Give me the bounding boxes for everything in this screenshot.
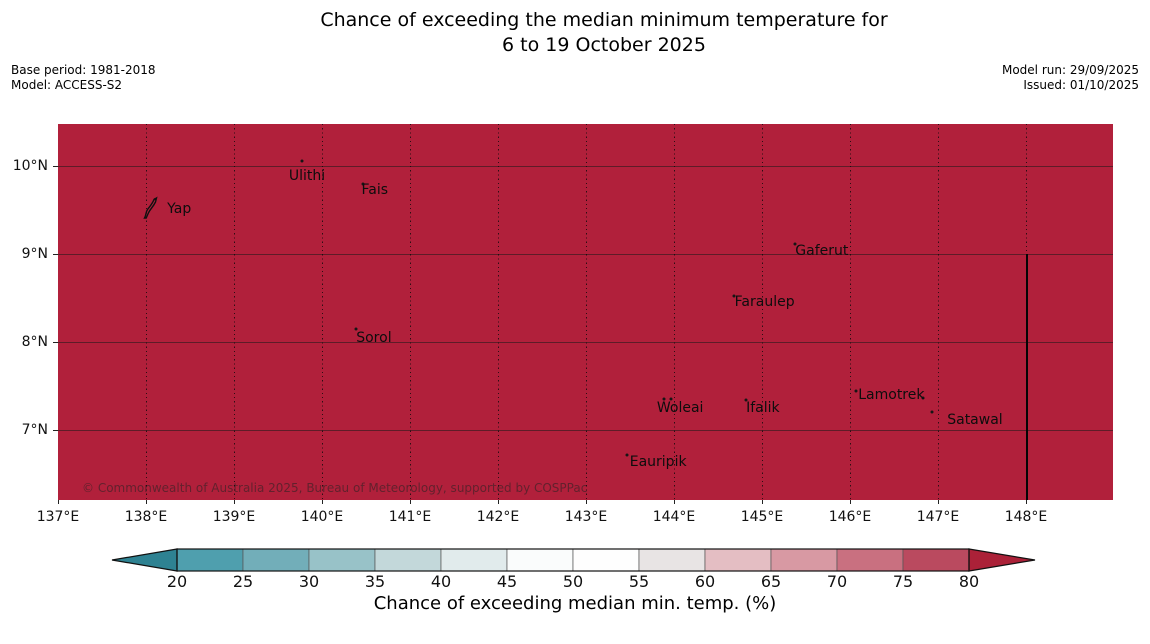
island-label: Faraulep <box>734 294 795 311</box>
title-line1: Chance of exceeding the median minimum t… <box>320 9 888 31</box>
island-marker-dot <box>354 327 358 331</box>
y-tick-label: 8°N <box>21 333 48 350</box>
lon-gridline <box>938 124 939 500</box>
x-tick-label: 144°E <box>652 509 696 525</box>
colorbar-tick-label: 65 <box>760 572 782 591</box>
x-tick-label: 141°E <box>388 509 432 525</box>
x-tick-mark <box>762 500 763 504</box>
x-tick-label: 137°E <box>36 509 80 525</box>
lon-gridline <box>762 124 763 500</box>
island-marker-dot <box>625 453 629 457</box>
island-label: Ifalik <box>746 399 780 416</box>
island-marker-dot <box>744 398 748 402</box>
island-marker-dot <box>732 294 736 298</box>
lat-gridline <box>58 165 1113 167</box>
island-label: Fais <box>361 181 389 198</box>
lon-gridline <box>850 124 851 500</box>
x-tick-mark <box>586 500 587 504</box>
lon-gridline <box>498 124 499 500</box>
colorbar-tick-label: 30 <box>298 572 320 591</box>
colorbar-tick-label: 60 <box>694 572 716 591</box>
island-marker-dot <box>300 159 304 163</box>
page-title: Chance of exceeding the median minimum t… <box>320 8 887 58</box>
y-tick-label: 7°N <box>21 421 48 438</box>
model-text: Model: ACCESS-S2 <box>11 77 123 92</box>
colorbar-tick-label: 70 <box>826 572 848 591</box>
lat-gridline <box>58 341 1113 343</box>
lon-gridline <box>234 124 235 500</box>
lat-gridline <box>58 429 1113 431</box>
island-marker-dot <box>930 410 934 414</box>
x-tick-label: 146°E <box>828 509 872 525</box>
x-tick-mark <box>674 500 675 504</box>
y-tick-mark <box>53 341 58 343</box>
base-period-text: Base period: 1981-2018 <box>11 63 156 77</box>
lon-gridline <box>146 124 147 500</box>
x-tick-label: 138°E <box>124 509 168 525</box>
x-tick-mark <box>234 500 235 504</box>
colorbar-tick-label: 40 <box>430 572 452 591</box>
island-label: Woleai <box>656 399 704 416</box>
y-tick-mark <box>53 429 58 431</box>
island-marker-dot <box>854 389 858 393</box>
lon-gridline <box>674 124 675 500</box>
island-label: Gaferut <box>795 243 849 260</box>
meta-right: Model run: 29/09/2025 Issued: 01/10/2025 <box>1002 63 1139 92</box>
x-tick-mark <box>58 500 59 504</box>
island-label: Lamotrek <box>858 386 925 403</box>
lon-gridline <box>322 124 323 500</box>
x-tick-mark <box>410 500 411 504</box>
x-tick-label: 139°E <box>212 509 256 525</box>
x-tick-mark <box>146 500 147 504</box>
yap-island-outline-icon <box>141 196 159 220</box>
colorbar-tick-label: 50 <box>562 572 584 591</box>
x-tick-label: 145°E <box>740 509 784 525</box>
title-line2: 6 to 19 October 2025 <box>502 34 706 56</box>
colorbar-tick-label: 35 <box>364 572 386 591</box>
y-tick-label: 10°N <box>12 157 48 174</box>
lon-gridline <box>586 124 587 500</box>
x-tick-mark <box>1026 500 1027 504</box>
lat-gridline <box>58 253 1113 255</box>
y-tick-label: 9°N <box>21 245 48 262</box>
x-tick-mark <box>322 500 323 504</box>
x-tick-label: 142°E <box>476 509 520 525</box>
x-tick-mark <box>938 500 939 504</box>
island-label: Sorol <box>356 329 392 346</box>
island-label: Eauripik <box>629 453 687 470</box>
y-tick-mark <box>53 253 58 255</box>
model-run-text: Model run: 29/09/2025 <box>1001 63 1139 77</box>
meta-left: Base period: 1981-2018 Model: ACCESS-S2 <box>11 63 156 92</box>
x-tick-label: 140°E <box>300 509 344 525</box>
colorbar-tick-label: 75 <box>892 572 914 591</box>
x-tick-label: 148°E <box>1004 509 1048 525</box>
island-label: Ulithi <box>288 167 326 184</box>
colorbar-tick-label: 45 <box>496 572 518 591</box>
island-marker-dot <box>921 396 925 400</box>
island-marker-dot <box>662 397 666 401</box>
region-boundary-line <box>1025 253 1028 500</box>
map-canvas: © Commonwealth of Australia 2025, Bureau… <box>58 124 1113 500</box>
colorbar <box>0 548 1150 574</box>
x-tick-mark <box>498 500 499 504</box>
lon-gridline <box>410 124 411 500</box>
colorbar-tick-label: 80 <box>958 572 980 591</box>
colorbar-tick-label: 25 <box>232 572 254 591</box>
island-label: Satawal <box>947 412 1003 429</box>
x-tick-label: 143°E <box>564 509 608 525</box>
copyright-text: © Commonwealth of Australia 2025, Bureau… <box>82 481 588 495</box>
colorbar-tick-label: 20 <box>166 572 188 591</box>
island-marker-dot <box>669 397 673 401</box>
issued-text: Issued: 01/10/2025 <box>1023 77 1139 92</box>
island-marker-dot <box>361 182 365 186</box>
colorbar-tick-label: 55 <box>628 572 650 591</box>
colorbar-label: Chance of exceeding median min. temp. (%… <box>373 593 777 614</box>
island-label: Yap <box>167 201 192 218</box>
y-tick-mark <box>53 165 58 167</box>
island-marker-dot <box>793 242 797 246</box>
x-tick-mark <box>850 500 851 504</box>
x-tick-label: 147°E <box>916 509 960 525</box>
